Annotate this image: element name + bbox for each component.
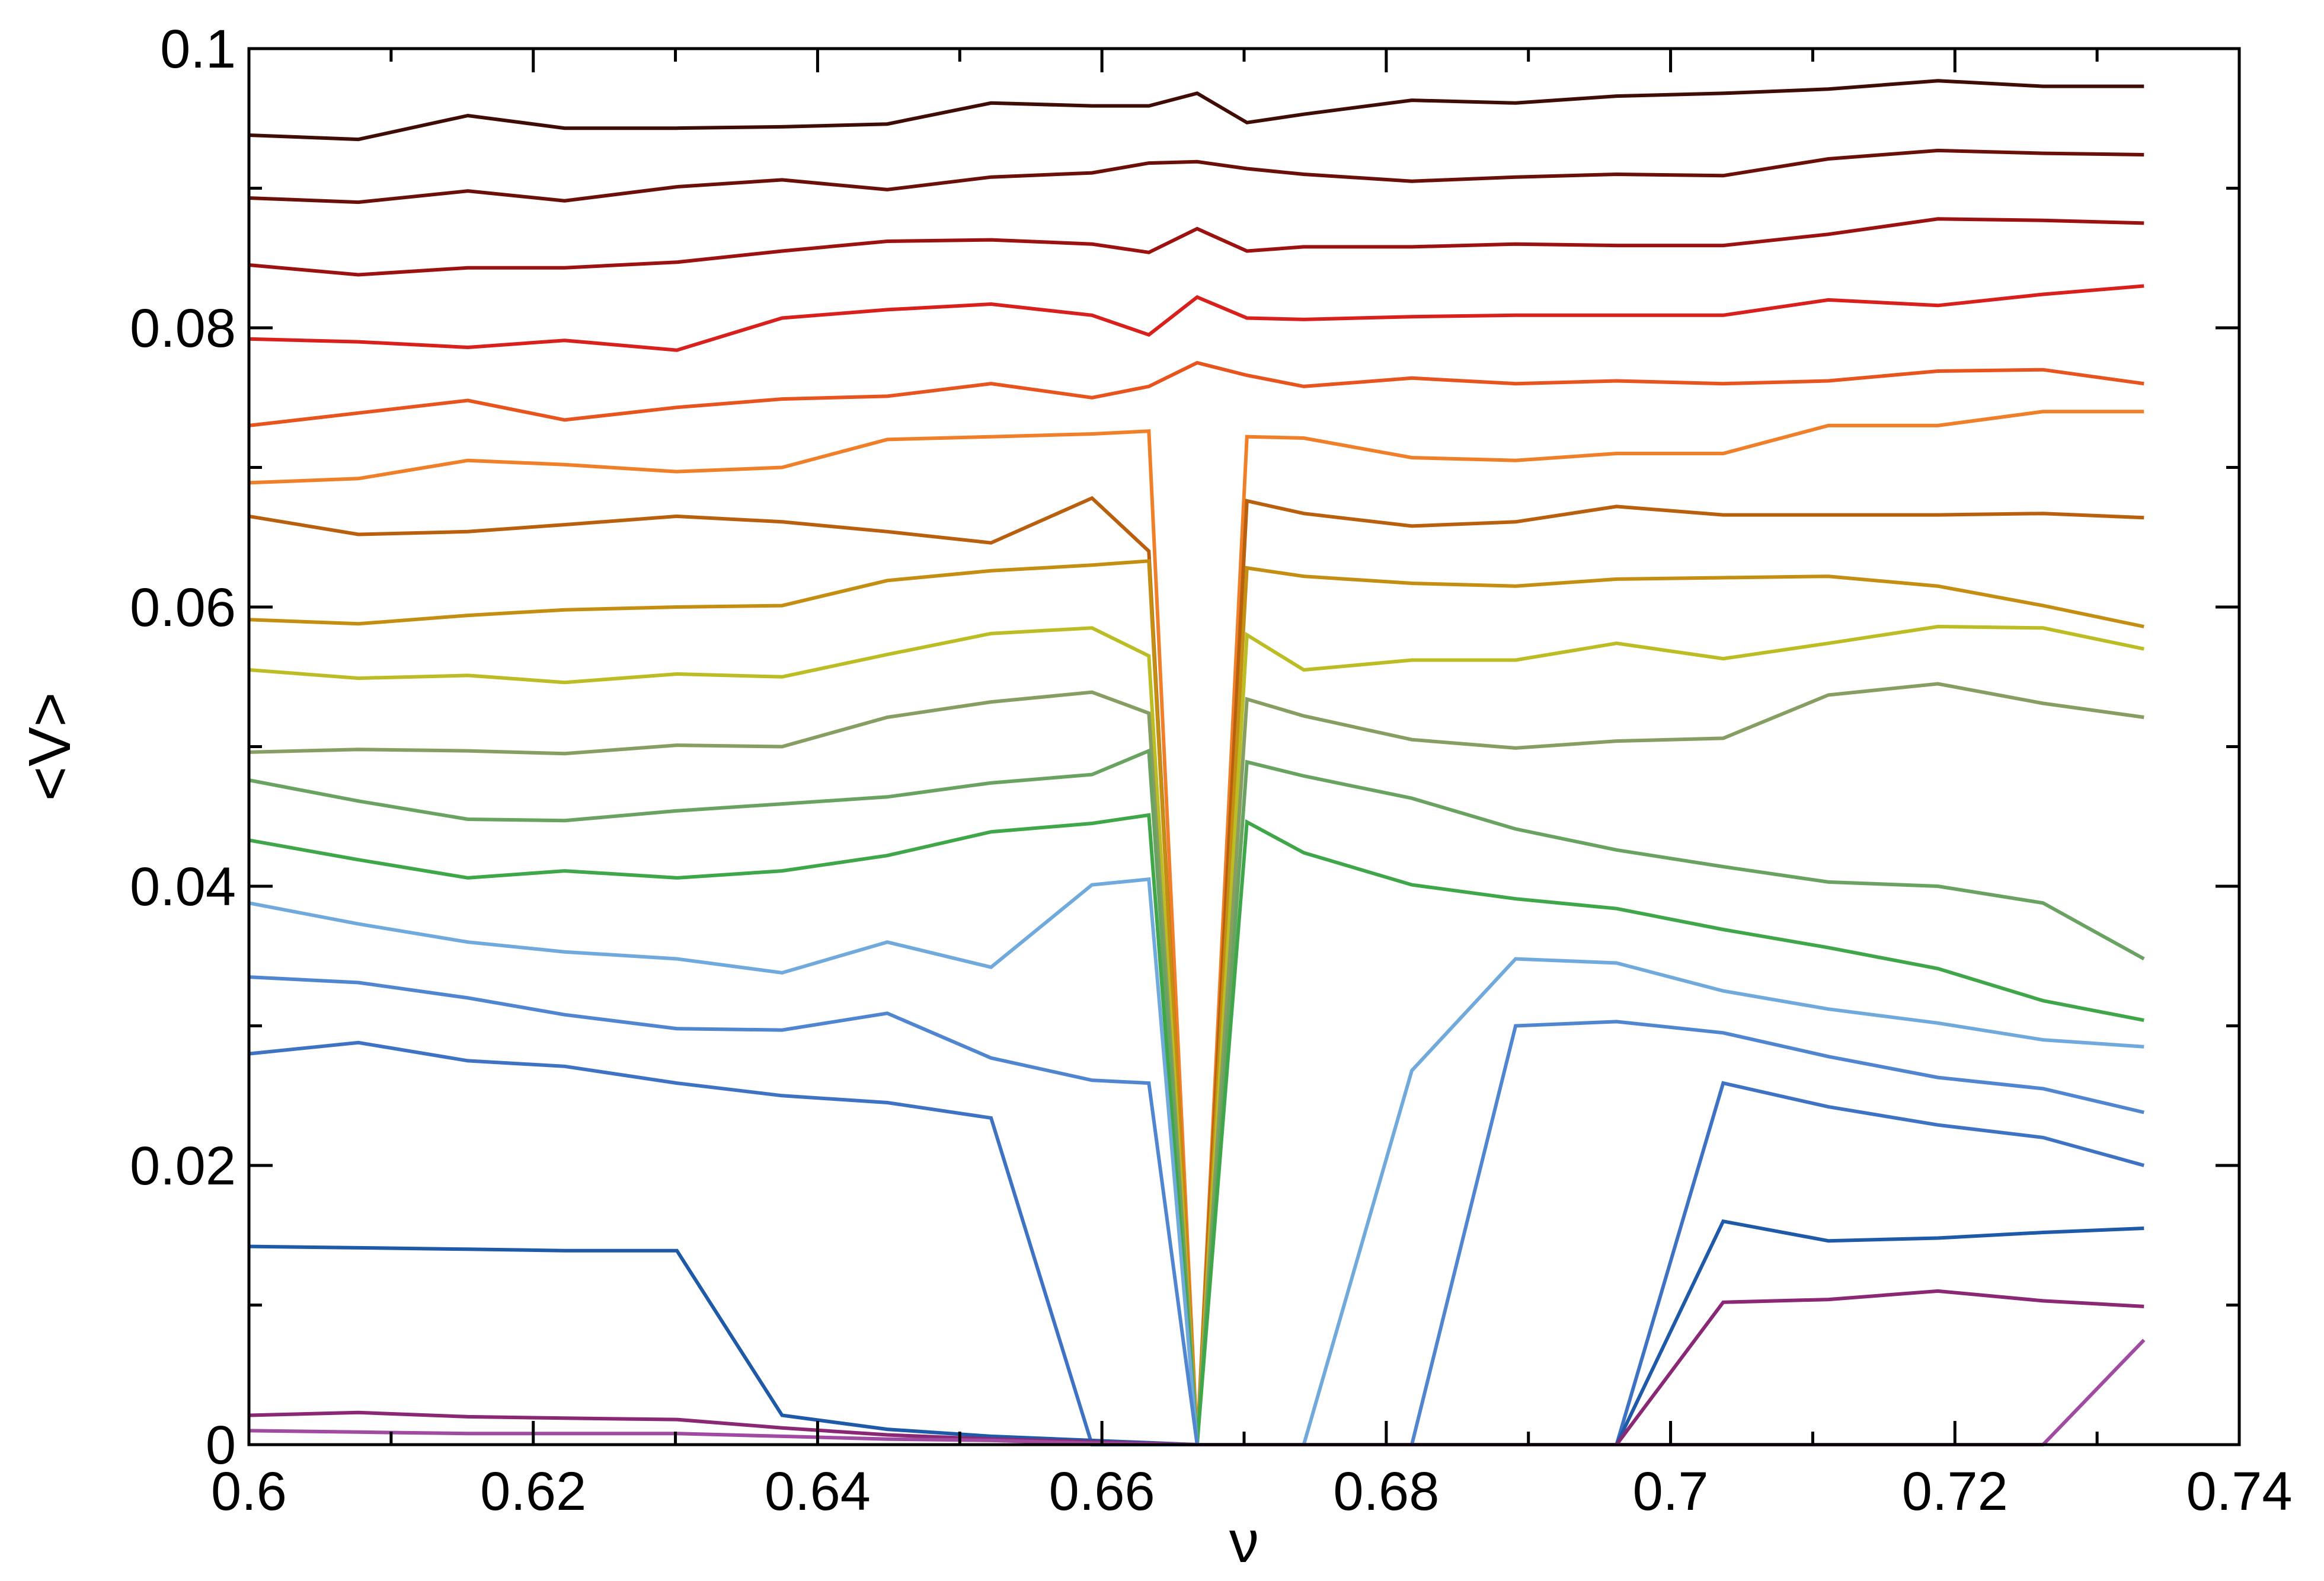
x-tick-label: 0.74: [2186, 1461, 2292, 1522]
x-tick-label: 0.66: [1049, 1461, 1155, 1522]
y-tick-label: 0.04: [130, 857, 236, 917]
y-axis-label: <V>: [17, 692, 83, 801]
y-tick-label: 0: [206, 1415, 236, 1475]
y-tick-label: 0.1: [160, 19, 236, 79]
y-tick-label: 0.06: [130, 577, 236, 638]
series-line-11: [248, 748, 2145, 1445]
x-axis-label: ν: [1229, 1509, 1259, 1575]
x-tick-label: 0.64: [765, 1461, 871, 1522]
series-line-15: [248, 1040, 2145, 1446]
series-line-4: [248, 284, 2144, 352]
series-line-3: [248, 217, 2144, 277]
series-line-12: [248, 813, 2144, 1445]
x-tick-label: 0.7: [1633, 1461, 1709, 1522]
tick-labels-layer: 0.6 0.62 0.64 0.66 0.68 0.7 0.72 0.74 0 0.02 0.04 0…: [130, 19, 2293, 1522]
x-tick-label: 0.6: [211, 1461, 287, 1522]
y-tick-label: 0.08: [130, 298, 236, 359]
series-line-14: [248, 975, 2144, 1446]
series-layer: [248, 79, 2146, 1446]
series-line-16: [248, 1219, 2144, 1446]
x-tick-label: 0.72: [1902, 1461, 2008, 1522]
x-tick-label: 0.62: [480, 1461, 586, 1522]
series-line-9: [248, 624, 2144, 1445]
series-line-6: [248, 410, 2144, 1445]
y-tick-label: 0.02: [130, 1136, 236, 1196]
series-line-5: [248, 360, 2144, 427]
x-tick-label: 0.68: [1333, 1461, 1439, 1522]
ticks-layer: [247, 47, 2241, 1446]
series-line-13: [248, 877, 2144, 1446]
series-line-2: [248, 148, 2144, 205]
series-line-1: [248, 79, 2144, 142]
